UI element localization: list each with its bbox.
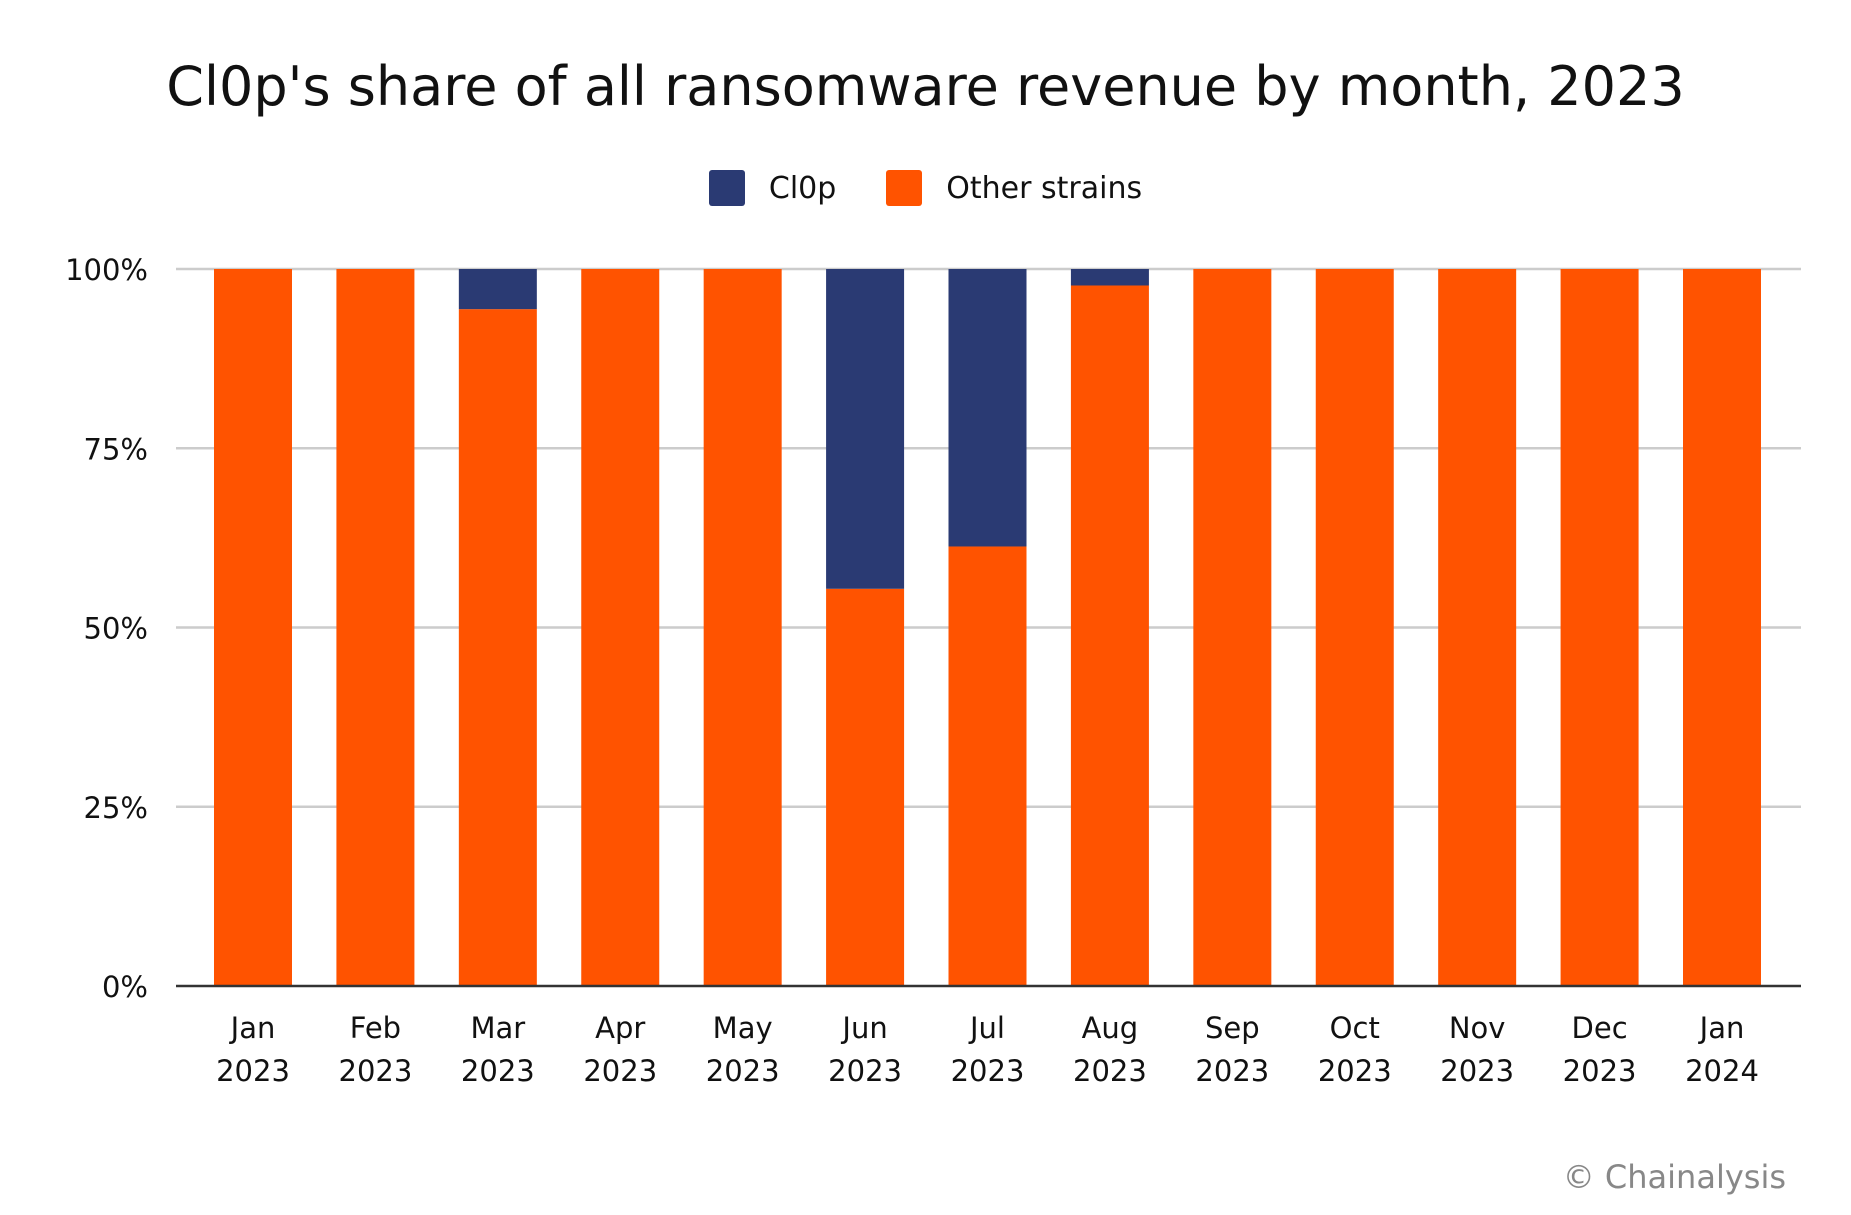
bar-other-strains <box>1683 269 1761 986</box>
bar-other-strains <box>1560 269 1639 986</box>
bar-cl0p <box>826 269 905 589</box>
x-tick-label-year: 2023 <box>1440 1054 1514 1088</box>
bar-cl0p <box>948 269 1027 547</box>
x-tick-label-year: 2023 <box>583 1054 657 1088</box>
bar-other-strains <box>826 588 905 986</box>
bar-other-strains <box>214 269 292 986</box>
x-tick-label-month: Nov <box>1449 1011 1506 1045</box>
x-tick-label-month: Jan <box>1698 1011 1745 1045</box>
bar-other-strains <box>1438 269 1517 986</box>
x-tick-label-month: Dec <box>1572 1011 1628 1045</box>
bar-other-strains <box>458 309 537 987</box>
legend: Cl0p Other strains <box>0 170 1851 206</box>
credit-text: © Chainalysis <box>1562 1158 1786 1196</box>
x-tick-label-month: Oct <box>1330 1011 1380 1045</box>
legend-swatch-other-strains <box>886 170 923 206</box>
y-tick-label: 100% <box>65 253 148 287</box>
x-tick-label-year: 2023 <box>1563 1054 1637 1088</box>
x-tick-label-year: 2023 <box>461 1054 535 1088</box>
y-tick-label: 75% <box>84 432 148 466</box>
x-tick-label-year: 2023 <box>216 1054 290 1088</box>
bar-cl0p <box>458 269 537 310</box>
x-tick-label-year: 2024 <box>1685 1054 1759 1088</box>
bar-other-strains <box>581 269 660 986</box>
bar-other-strains <box>1193 269 1272 986</box>
x-tick-label-year: 2023 <box>1318 1054 1392 1088</box>
y-tick-label: 0% <box>102 970 148 1004</box>
bar-cl0p <box>1070 269 1149 286</box>
bar-other-strains <box>1070 285 1149 987</box>
x-tick-label-year: 2023 <box>951 1054 1025 1088</box>
x-tick-label-month: Mar <box>470 1011 525 1045</box>
x-tick-label-month: Aug <box>1082 1011 1139 1045</box>
bar-other-strains <box>948 546 1027 986</box>
legend-swatch-clop <box>708 170 745 206</box>
legend-item-other-strains[interactable]: Other strains <box>886 170 1142 206</box>
x-tick-label-month: Jun <box>840 1011 887 1045</box>
x-tick-label-year: 2023 <box>339 1054 413 1088</box>
y-tick-label: 50% <box>84 612 148 646</box>
y-tick-label: 25% <box>84 791 148 825</box>
x-tick-label-year: 2023 <box>1073 1054 1147 1088</box>
bar-other-strains <box>336 269 415 986</box>
bar-other-strains <box>703 269 782 986</box>
legend-label-clop: Cl0p <box>768 170 837 206</box>
x-tick-label-month: May <box>713 1011 773 1045</box>
legend-item-clop[interactable]: Cl0p <box>708 170 837 206</box>
x-tick-label-year: 2023 <box>828 1054 902 1088</box>
bar-other-strains <box>1315 269 1394 986</box>
x-tick-label-month: Jan <box>229 1011 276 1045</box>
x-tick-label-month: Apr <box>595 1011 645 1045</box>
legend-label-other-strains: Other strains <box>946 170 1143 206</box>
chart-title: Cl0p's share of all ransomware revenue b… <box>166 55 1685 118</box>
x-tick-label-year: 2023 <box>1195 1054 1269 1088</box>
x-tick-label-month: Feb <box>350 1011 401 1045</box>
x-tick-label-year: 2023 <box>706 1054 780 1088</box>
x-tick-label-month: Jul <box>968 1011 1005 1045</box>
x-tick-label-month: Sep <box>1205 1011 1260 1045</box>
